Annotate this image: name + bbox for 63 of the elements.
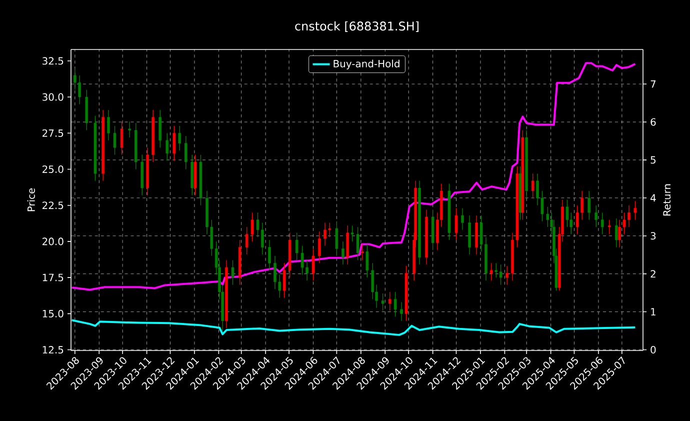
- candlestick: [128, 121, 132, 138]
- candlestick: [615, 218, 618, 248]
- candlestick: [490, 262, 493, 281]
- y2-tick-label: 3: [650, 232, 656, 240]
- candlestick: [178, 126, 182, 151]
- candlestick: [608, 219, 611, 235]
- y-tick-label: 20.0: [42, 238, 64, 246]
- candlestick: [268, 240, 271, 271]
- candlestick: [600, 212, 604, 235]
- candlestick: [335, 220, 338, 256]
- candlestick: [113, 126, 116, 156]
- y2-tick-label: 6: [650, 118, 656, 126]
- candlestick: [350, 225, 354, 242]
- candlestick: [184, 136, 188, 170]
- y-tick-label: 27.5: [42, 129, 64, 137]
- y2-axis-title: Return: [663, 184, 671, 216]
- candlestick: [400, 302, 403, 322]
- candlestick: [388, 292, 392, 312]
- y2-tick-label: 0: [650, 346, 656, 354]
- candlestick: [318, 230, 321, 264]
- candlestick: [531, 173, 534, 198]
- candlestick: [120, 121, 124, 156]
- y2-tick-label: 7: [650, 80, 656, 88]
- candlestick: [245, 226, 248, 255]
- candlestick: [231, 260, 234, 286]
- y-tick-label: 30.0: [42, 93, 64, 101]
- candlestick: [158, 110, 162, 148]
- candlestick: [356, 226, 360, 261]
- candlestick: [172, 126, 176, 161]
- candlestick: [454, 208, 458, 240]
- candlestick: [506, 266, 508, 286]
- y-tick-label: 17.5: [42, 274, 64, 282]
- line-series: [71, 319, 636, 336]
- y-tick-label: 12.5: [42, 346, 64, 354]
- candlestick: [594, 204, 598, 228]
- y-tick-label: 25.0: [42, 165, 64, 173]
- candlestick: [366, 244, 369, 278]
- y2-tick-label: 2: [650, 270, 656, 278]
- y-tick-label: 15.0: [42, 310, 64, 318]
- y-tick-label: 32.5: [42, 57, 64, 65]
- candlestick: [250, 212, 254, 242]
- y2-tick-label: 1: [651, 308, 656, 316]
- candlestick: [394, 292, 397, 317]
- y2-tick-label: 5: [650, 156, 656, 164]
- candlestick: [282, 262, 286, 298]
- candlestick: [381, 293, 384, 312]
- candlestick: [295, 232, 298, 261]
- y-axis-title: Price: [27, 188, 35, 212]
- candlestick: [342, 241, 344, 265]
- legend-label: Buy-and-Hold: [334, 60, 400, 70]
- y2-tick-label: 4: [650, 194, 656, 202]
- candlestick: [566, 199, 569, 228]
- candlestick: [107, 110, 110, 141]
- candlestick: [461, 208, 464, 230]
- candlestick: [361, 244, 364, 261]
- candlestick: [546, 206, 550, 228]
- candlestick: [312, 248, 315, 281]
- candlestick: [634, 200, 637, 220]
- candlestick: [588, 190, 590, 220]
- chart-title: cnstock [688381.SH]: [295, 21, 418, 32]
- y-tick-label: 22.5: [42, 202, 64, 210]
- candlestick: [371, 262, 374, 300]
- candlestick: [166, 132, 169, 161]
